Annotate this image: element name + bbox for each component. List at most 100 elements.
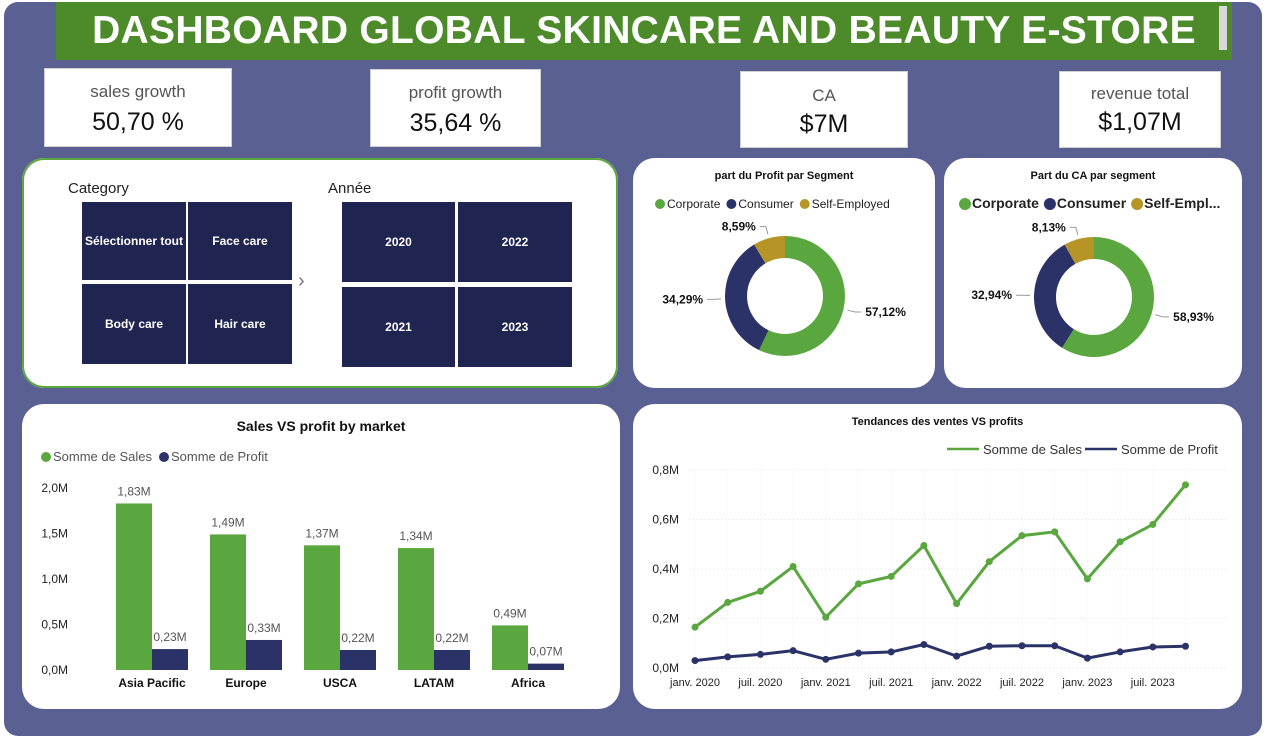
chart-title: Sales VS profit by market — [236, 418, 406, 434]
data-point — [1083, 575, 1091, 583]
legend-label: Somme de Profit — [1121, 442, 1218, 457]
x-tick-label: USCA — [323, 676, 357, 690]
legend-label: Somme de Profit — [171, 449, 268, 464]
series-line — [694, 642, 1186, 663]
slicer-tile-2022[interactable]: 2022 — [458, 202, 572, 282]
data-point — [1149, 643, 1157, 651]
kpi-value: $7M — [799, 110, 849, 138]
data-point — [691, 623, 699, 631]
profit-segment-donut: Corporate Consumer Self-Employed 57,12% 34,2… — [655, 197, 906, 356]
donut-slice — [754, 236, 785, 264]
chart-title: part du Profit par Segment — [714, 170, 854, 182]
sales-profit-trend-card: Tendances des ventes VS profits Somme de… — [633, 404, 1242, 709]
bar — [340, 649, 376, 670]
data-point — [724, 653, 732, 661]
data-point — [887, 572, 895, 580]
x-tick-label: janv. 2021 — [800, 677, 851, 689]
data-point — [953, 652, 961, 660]
y-tick-label: 0,0M — [41, 663, 68, 677]
slice-label: 8,59% — [722, 220, 756, 234]
bar-value-label: 1,83M — [117, 484, 150, 498]
x-tick-label: LATAM — [414, 676, 454, 690]
scrollbar-thumb[interactable] — [1219, 6, 1227, 50]
y-tick-label: 2,0M — [41, 481, 68, 495]
x-tick-label: juil. 2020 — [737, 677, 782, 689]
slicer-panel: Category Sélectionner tout Face care Bod… — [22, 158, 618, 388]
data-point — [953, 600, 961, 608]
data-point — [1149, 520, 1157, 528]
donut-slice — [1062, 237, 1154, 357]
bar — [304, 545, 340, 670]
legend-label: Somme de Sales — [53, 449, 152, 464]
sales-profit-bar-chart: Somme de Sales Somme de Profit 0,0M 0,5M 1,0… — [41, 449, 564, 690]
data-point — [1051, 528, 1059, 536]
data-point — [691, 657, 699, 665]
legend-label: Self-Empl... — [1144, 195, 1220, 211]
kpi-label: sales growth — [90, 82, 186, 101]
slice-label: 8,13% — [1032, 220, 1066, 234]
slicer-tile-hair-care[interactable]: Hair care — [188, 284, 292, 364]
y-tick-label: 0,6M — [652, 513, 679, 527]
data-point — [724, 598, 732, 606]
series-line — [694, 483, 1187, 629]
donut-slice — [759, 236, 845, 356]
slicer-tile-2023[interactable]: 2023 — [458, 287, 572, 367]
legend-marker — [159, 452, 169, 462]
donut-slice — [1034, 244, 1076, 348]
data-point — [1051, 642, 1059, 650]
bar — [528, 663, 564, 670]
slicer-tile-2020[interactable]: 2020 — [342, 202, 455, 282]
slicer-tile-select-all[interactable]: Sélectionner tout — [82, 202, 186, 280]
category-slicer-title: Category — [68, 180, 129, 197]
bar-value-label: 0,49M — [493, 606, 526, 620]
data-point — [822, 655, 830, 663]
kpi-ca: CA $7M — [741, 72, 907, 147]
bar — [492, 625, 528, 670]
legend-label: Corporate — [667, 197, 721, 211]
chevron-right-icon[interactable]: › — [298, 270, 305, 292]
slice-label: 34,29% — [662, 292, 703, 306]
slicer-tile-body-care[interactable]: Body care — [82, 284, 186, 364]
bar — [246, 639, 282, 670]
sales-profit-market-card: Sales VS profit by market Somme de Sales… — [22, 404, 620, 709]
chart-title: Tendances des ventes VS profits — [851, 416, 1024, 428]
bar — [210, 534, 246, 670]
donut-slice — [1064, 237, 1094, 264]
leader-line — [1069, 226, 1079, 236]
data-point — [855, 580, 862, 588]
title-banner: DASHBOARD GLOBAL SKINCARE AND BEAUTY E-S… — [56, 2, 1232, 60]
legend-marker — [726, 199, 737, 209]
data-point — [822, 613, 830, 621]
data-point — [789, 647, 797, 655]
x-tick-label: Asia Pacific — [118, 676, 186, 690]
bar — [434, 649, 470, 670]
sales-profit-line-chart: Somme de Sales Somme de Profit 0,0M 0,2M 0,4… — [652, 442, 1229, 689]
bar-value-label: 1,49M — [211, 515, 244, 529]
data-point — [1116, 648, 1124, 656]
dashboard-canvas: DASHBOARD GLOBAL SKINCARE AND BEAUTY E-S… — [4, 2, 1262, 736]
data-point — [920, 640, 928, 648]
legend-marker — [799, 199, 810, 209]
x-tick-label: Europe — [225, 676, 267, 690]
kpi-value: $1,07M — [1098, 108, 1182, 136]
x-tick-label: juil. 2021 — [868, 677, 913, 689]
bar — [116, 503, 152, 670]
leader-line — [847, 309, 862, 313]
data-point — [1116, 538, 1124, 546]
dashboard-title: DASHBOARD GLOBAL SKINCARE AND BEAUTY E-S… — [92, 9, 1196, 52]
slice-label: 32,94% — [971, 288, 1012, 302]
data-point — [1083, 654, 1091, 662]
kpi-label: profit growth — [408, 83, 503, 102]
data-point — [756, 587, 764, 595]
annee-slicer-title: Année — [328, 180, 372, 197]
slicer-tile-2021[interactable]: 2021 — [342, 287, 455, 367]
kpi-value: 50,70 % — [92, 108, 184, 136]
x-tick-label: juil. 2023 — [1130, 677, 1175, 689]
bar-value-label: 0,22M — [341, 631, 374, 645]
y-tick-label: 0,5M — [41, 618, 68, 632]
data-point — [756, 650, 764, 658]
donut-slice — [725, 244, 769, 351]
slice-label: 57,12% — [865, 305, 906, 319]
legend-marker — [41, 452, 51, 462]
slicer-tile-face-care[interactable]: Face care — [188, 202, 292, 280]
